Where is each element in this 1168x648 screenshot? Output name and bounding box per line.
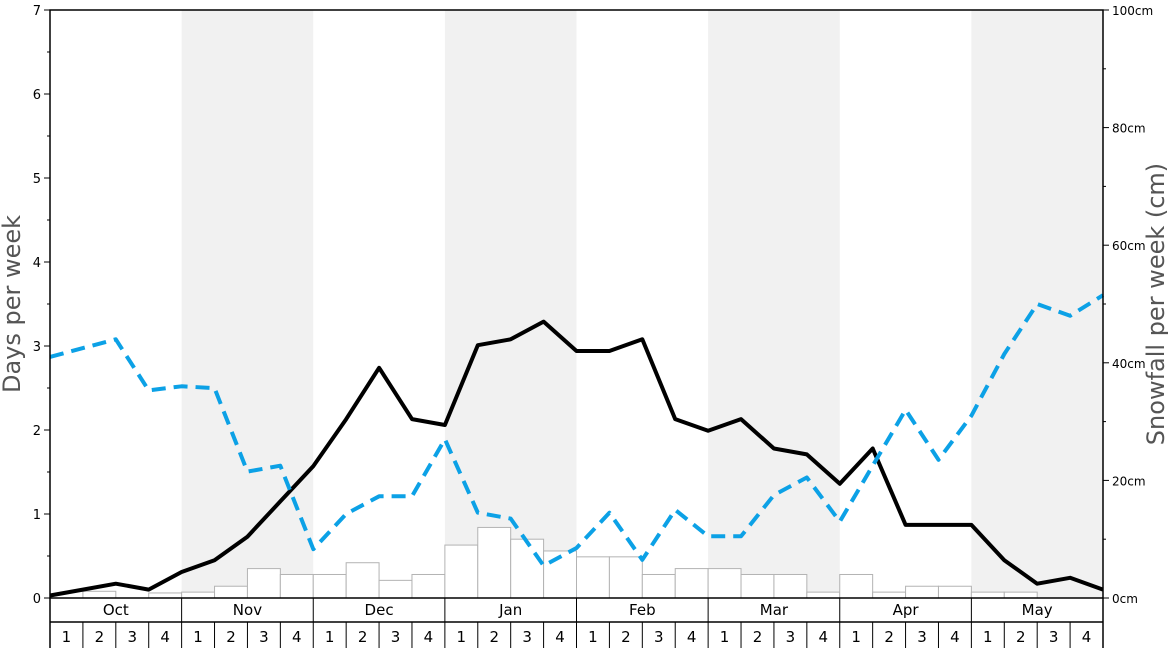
snow-day-bar [905, 585, 939, 599]
left-tick-label: 0 [33, 592, 41, 607]
week-label: 3 [259, 628, 269, 646]
month-label: Feb [629, 601, 656, 619]
snow-day-bar [806, 591, 841, 599]
left-tick-label: 5 [33, 172, 41, 187]
right-tick-label: 40cm [1112, 357, 1146, 371]
month-label: Jan [498, 601, 522, 619]
snow-day-bar [674, 568, 709, 599]
week-label: 3 [917, 628, 927, 646]
snow-day-bar [937, 585, 972, 599]
week-label: 4 [292, 628, 302, 646]
week-label: 1 [851, 628, 861, 646]
month-label: Nov [233, 601, 262, 619]
snowfall-line [49, 293, 1105, 568]
month-axis: Oct 1 2 3 4 Nov 1 2 3 4 Dec 1 2 3 4 Jan 1 2 3 4 Feb 1 2 3 4 Mar 1 2… [49, 598, 1104, 648]
snow-day-bar [279, 573, 314, 599]
month-label: Oct [103, 601, 129, 619]
snow-day-bar [312, 573, 347, 599]
snow-day-bar [970, 591, 1005, 599]
snow-day-bar [1003, 591, 1038, 599]
week-label: 2 [1016, 628, 1026, 646]
week-label: 3 [654, 628, 664, 646]
snow-day-bar [444, 544, 479, 599]
snow-day-bar [773, 573, 808, 599]
month-label: Mar [760, 601, 789, 619]
week-label: 3 [127, 628, 137, 646]
left-tick-label: 7 [33, 4, 41, 19]
week-label: 2 [489, 628, 499, 646]
week-label: 1 [457, 628, 467, 646]
right-tick-label: 100cm [1112, 4, 1153, 18]
week-label: 3 [391, 628, 401, 646]
week-label: 2 [621, 628, 631, 646]
week-label: 4 [950, 628, 960, 646]
left-tick-label: 3 [33, 340, 41, 355]
week-label: 4 [160, 628, 170, 646]
week-label: 3 [1049, 628, 1059, 646]
month-shade [708, 10, 840, 598]
week-label: 4 [424, 628, 434, 646]
month-shade [444, 10, 577, 598]
month-shade [971, 10, 1103, 598]
snow-day-bar [411, 573, 446, 599]
snow-day-bar [872, 591, 907, 599]
bars [82, 526, 1038, 599]
left-axis-label: Days per week [0, 215, 26, 393]
snow-day-bar [148, 592, 183, 599]
snow-day-bar [510, 538, 545, 599]
month-shade [181, 10, 314, 598]
left-tick-label: 4 [33, 256, 41, 271]
right-axis-label: Snowfall per week (cm) [1142, 163, 1168, 445]
week-label: 4 [819, 628, 829, 646]
snow-day-bar [82, 590, 117, 599]
week-label: 4 [1082, 628, 1092, 646]
snow-day-bar [608, 556, 643, 599]
snow-day-bar [576, 556, 610, 599]
right-axis: 0cm 20cm 40cm 60cm 80cm 100cm [1103, 4, 1153, 606]
snow-day-bar [641, 573, 676, 599]
snow-day-bar [214, 585, 248, 599]
week-label: 2 [95, 628, 105, 646]
week-label: 1 [325, 628, 335, 646]
snow-day-bar [707, 568, 742, 599]
snow-day-bar [345, 562, 380, 599]
month-label: Dec [365, 601, 394, 619]
month-label: Apr [893, 601, 920, 619]
week-label: 1 [720, 628, 730, 646]
snow-day-bar [740, 573, 775, 599]
week-label: 4 [555, 628, 565, 646]
month-label: May [1022, 601, 1053, 619]
snow-day-bar [477, 526, 512, 599]
week-label: 3 [522, 628, 532, 646]
snow-day-bar [246, 568, 281, 599]
right-tick-label: 0cm [1112, 592, 1138, 606]
week-label: 1 [193, 628, 203, 646]
snow-day-bar [181, 591, 216, 599]
week-label: 3 [786, 628, 796, 646]
right-tick-label: 80cm [1112, 122, 1146, 136]
month-shading [181, 10, 1103, 598]
left-tick-label: 6 [33, 88, 41, 103]
left-tick-label: 1 [33, 508, 41, 523]
snow-days-line [49, 319, 1104, 598]
week-label: 2 [226, 628, 236, 646]
lines [49, 293, 1105, 598]
week-label: 1 [983, 628, 993, 646]
week-label: 1 [588, 628, 598, 646]
right-tick-label: 60cm [1112, 239, 1146, 253]
left-tick-label: 2 [33, 424, 41, 439]
week-label: 1 [62, 628, 72, 646]
week-label: 2 [884, 628, 894, 646]
left-axis: 0 1 2 3 4 5 6 7 [33, 4, 50, 607]
right-tick-label: 20cm [1112, 474, 1146, 488]
week-label: 4 [687, 628, 697, 646]
snow-day-bar [378, 579, 413, 599]
week-label: 2 [358, 628, 368, 646]
week-label: 2 [753, 628, 763, 646]
snow-day-bar [839, 573, 874, 599]
